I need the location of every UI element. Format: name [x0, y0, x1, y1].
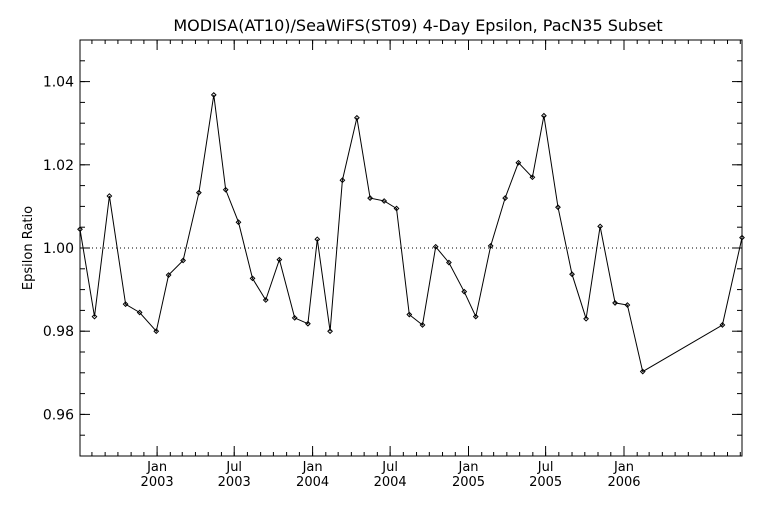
data-point — [541, 112, 547, 119]
data-point — [339, 177, 346, 184]
y-tick-label: 0.96 — [43, 407, 74, 423]
data-point — [432, 243, 439, 250]
data-point — [91, 313, 98, 320]
data-point — [122, 301, 129, 308]
data-point — [367, 195, 374, 201]
data-point — [165, 272, 172, 278]
data-point — [262, 297, 269, 303]
plot-frame — [79, 39, 743, 457]
data-point — [472, 313, 479, 320]
y-axis-label: Epsilon Ratio — [21, 206, 36, 290]
data-point — [597, 223, 604, 230]
data-point — [583, 315, 589, 322]
data-point — [406, 311, 413, 318]
x-tick-label-month: Jan — [146, 460, 167, 475]
data-point — [195, 189, 202, 196]
x-tick-label-year: 2004 — [296, 475, 329, 490]
data-point — [180, 257, 186, 264]
data-point — [291, 314, 298, 321]
data-point — [569, 271, 575, 278]
axes-layer: 0.960.981.001.021.04Jan2003Jul2003Jan200… — [43, 39, 743, 490]
data-point — [276, 256, 283, 263]
data-point — [314, 236, 321, 243]
data-point — [327, 328, 333, 335]
x-tick-label-year: 2005 — [452, 475, 485, 490]
chart-title: MODISA(AT10)/SeaWiFS(ST09) 4-Day Epsilon… — [173, 16, 662, 35]
data-point — [305, 320, 311, 327]
data-point — [106, 193, 113, 199]
y-tick-label: 1.02 — [43, 158, 74, 174]
data-point — [419, 322, 426, 328]
y-tick-label: 1.00 — [43, 241, 74, 257]
data-point — [153, 328, 160, 335]
x-tick-label-year: 2006 — [607, 475, 640, 490]
data-point — [515, 159, 522, 166]
data-point — [624, 302, 631, 308]
data-point — [555, 204, 561, 211]
x-tick-label-month: Jul — [381, 460, 398, 475]
x-tick-label-year: 2003 — [218, 475, 251, 490]
data-point — [529, 174, 536, 181]
data-point — [639, 368, 646, 375]
data-point — [461, 288, 468, 295]
data-point — [381, 198, 388, 204]
x-tick-label-month: Jan — [613, 460, 634, 475]
data-point — [719, 322, 726, 328]
series-layer — [77, 92, 745, 375]
data-point — [487, 243, 494, 249]
data-point — [446, 259, 452, 266]
x-tick-label-year: 2003 — [141, 475, 174, 490]
data-point — [249, 275, 256, 282]
data-point — [502, 195, 509, 201]
x-tick-label-month: Jan — [457, 460, 478, 475]
x-tick-label-month: Jul — [537, 460, 554, 475]
data-point — [393, 205, 400, 212]
y-tick-label: 0.98 — [43, 324, 74, 340]
x-tick-label-month: Jul — [225, 460, 242, 475]
data-point — [222, 186, 229, 193]
data-point — [210, 92, 217, 98]
data-point — [353, 114, 360, 121]
y-tick-label: 1.04 — [43, 75, 74, 91]
series-line — [79, 94, 743, 373]
x-tick-label-year: 2005 — [529, 475, 562, 490]
data-point — [612, 300, 618, 306]
data-point — [136, 309, 143, 316]
x-tick-label-year: 2004 — [374, 475, 407, 490]
x-tick-label-month: Jan — [302, 460, 323, 475]
data-point — [235, 219, 242, 226]
